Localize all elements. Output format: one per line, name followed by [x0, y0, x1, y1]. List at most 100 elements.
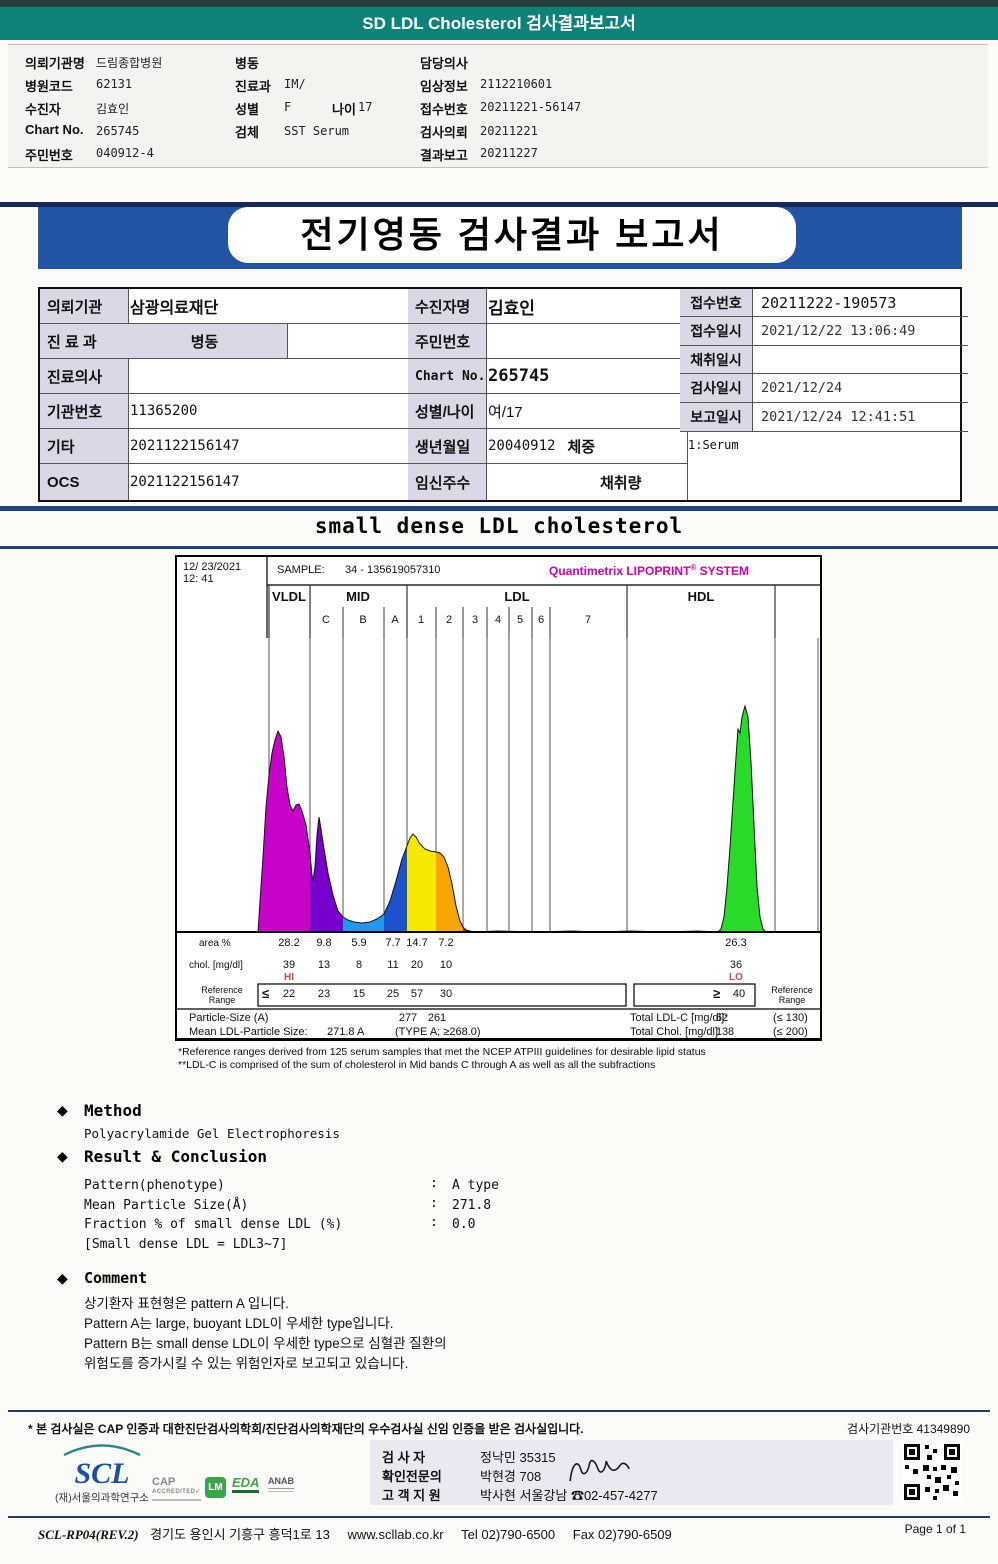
field-label: Chart No. — [25, 122, 84, 137]
field-value: IM/ — [284, 77, 306, 91]
top-strip — [0, 0, 998, 7]
field-label: 의뢰기관명 — [25, 56, 85, 71]
banner-title: 전기영동 검사결과 보고서 — [228, 207, 796, 263]
result-item-label: Mean Particle Size(Å) — [84, 1198, 249, 1213]
ref-value: 15 — [352, 988, 366, 1000]
serum-note: 1:Serum — [688, 438, 739, 452]
table-label: 성별/나이 — [408, 394, 487, 429]
lab-tel: Tel 02)790-6500 — [461, 1527, 556, 1542]
report-title-bar: SD LDL Cholesterol 검사결과보고서 — [0, 7, 998, 40]
scl-logo-arc — [63, 1444, 141, 1457]
table-value — [122, 359, 416, 394]
particle-size-value: 261 — [427, 1012, 447, 1024]
area-value: 7.2 — [438, 937, 454, 949]
footer-divider — [8, 1410, 990, 1412]
table-value: 삼광의료재단 — [122, 289, 416, 324]
ref-value: 22 — [282, 988, 296, 1000]
table-label: 병동 — [122, 324, 288, 359]
area-value: 7.7 — [385, 937, 401, 949]
reference-label-1: Reference — [771, 985, 813, 995]
table-value — [753, 346, 968, 374]
result-item-label: Pattern(phenotype) — [84, 1178, 225, 1193]
field-value: 040912-4 — [96, 146, 154, 160]
scl-logo-text: SCL — [74, 1457, 130, 1490]
table-label: 채취일시 — [680, 346, 753, 374]
table-label: 기타 — [40, 429, 129, 464]
chart-datetime: 12/ 23/2021 12: 41 — [183, 561, 241, 585]
result-item-value: 271.8 — [452, 1198, 492, 1213]
field-label: 담당의사 — [420, 56, 468, 71]
field-label: 검사의뢰 — [420, 125, 468, 140]
lab-address: 경기도 용인시 기흥구 흥덕1로 13 — [150, 1527, 330, 1542]
chol-value: 36 — [729, 959, 743, 971]
method-body: Polyacrylamide Gel Electrophoresis — [84, 1126, 340, 1141]
table-label: 의뢰기관 — [40, 289, 129, 324]
section-title: small dense LDL cholesterol — [314, 514, 684, 538]
mean-size-label: Mean LDL-Particle Size: — [189, 1026, 308, 1038]
field-label: 결과보고 — [420, 148, 468, 163]
area-value: 9.8 — [316, 937, 332, 949]
particle-size-value: 277 — [398, 1012, 418, 1024]
result-heading: Result & Conclusion — [84, 1147, 268, 1166]
table-label: 기관번호 — [40, 394, 129, 429]
table-label: OCS — [40, 464, 129, 500]
colon: : — [430, 1176, 438, 1191]
field-label: 수진자 — [25, 102, 61, 117]
lane-label: 5 — [516, 614, 524, 626]
lane-label: C — [322, 614, 330, 626]
lipoprint-brand: Quantimetrix LIPOPRINT® SYSTEM — [549, 563, 749, 578]
table-label: 검사일시 — [680, 374, 753, 403]
total-chol-label: Total Chol. [mg/dl]: — [630, 1026, 722, 1038]
divider-line — [0, 506, 998, 511]
footnote-1: *Reference ranges derived from 125 serum… — [178, 1046, 706, 1058]
ge-symbol: ≥ — [713, 986, 721, 1001]
patient-info-box: 의뢰기관명 드림종합병원 병원코드 62131 수진자 김효인 Chart No… — [8, 44, 988, 168]
field-label: 주민번호 — [25, 148, 73, 163]
field-value: SST Serum — [284, 124, 350, 138]
lane-label: B — [359, 614, 367, 626]
field-label: 진료과 — [235, 79, 271, 94]
total-chol-value: 138 — [715, 1026, 735, 1038]
table-label: 생년월일 — [408, 429, 487, 464]
reference-label-2: Range — [208, 995, 236, 1005]
field-value: 드림종합병원 — [96, 56, 163, 70]
divider-line — [0, 546, 998, 549]
area-value: 14.7 — [406, 937, 428, 949]
mean-size-value: 271.8 A — [327, 1026, 365, 1038]
reference-label-1: Reference — [201, 985, 243, 995]
lane-label: 7 — [584, 614, 592, 626]
request-table: 의뢰기관 삼광의료재단 진 료 과 병동 진료의사 기관번호 11365200 … — [38, 287, 968, 502]
page-number: Page 1 of 1 — [904, 1522, 966, 1536]
lab-fax: Fax 02)790-6509 — [572, 1527, 672, 1542]
cap-logo-subtext: ACCREDITED✓ — [152, 1489, 201, 1495]
eda-logo: EDA — [232, 1476, 260, 1493]
field-label: 병동 — [235, 56, 259, 71]
table-label: 수진자명 — [408, 289, 487, 324]
total-chol-ref: (≤ 200) — [773, 1026, 808, 1038]
cap-accredited-logo: CAP ACCREDITED✓ — [152, 1477, 201, 1501]
comment-line: Pattern A는 large, buoyant LDL이 우세한 type입… — [84, 1316, 394, 1331]
banner: 전기영동 검사결과 보고서 — [38, 207, 962, 269]
sign-label: 검 사 자 — [382, 1450, 426, 1465]
table-label: 주민번호 — [408, 324, 487, 359]
le-symbol: ≤ — [262, 986, 270, 1001]
chol-value: 11 — [387, 959, 399, 971]
flag-lo: LO — [729, 972, 743, 983]
footer-divider — [8, 1516, 990, 1518]
area-value: 28.2 — [278, 937, 300, 949]
group-label-hdl: HDL — [687, 589, 715, 604]
brand-text-1: Quantimetrix LIPOPRINT — [549, 564, 691, 578]
result-item-value: 0.0 — [452, 1217, 476, 1232]
table-value: 김효인 — [480, 289, 688, 324]
field-value: 265745 — [96, 124, 140, 138]
footer-address-line: SCL-RP04(REV.2) 경기도 용인시 기흥구 흥덕1로 13 www.… — [38, 1524, 672, 1543]
qr-code — [903, 1443, 961, 1501]
comment-line: 위험도를 증가시킬 수 있는 위험인자로 보고되고 있습니다. — [84, 1356, 409, 1371]
sign-label: 고 객 지 원 — [382, 1488, 441, 1503]
result-item-label: Fraction % of small dense LDL (%) — [84, 1217, 343, 1232]
field-label: 나이 — [332, 102, 356, 117]
table-label: Chart No. — [408, 359, 487, 394]
field-value: 20211227 — [480, 146, 538, 160]
reference-label-2: Range — [778, 995, 806, 1005]
ref-value: 57 — [410, 988, 424, 1000]
